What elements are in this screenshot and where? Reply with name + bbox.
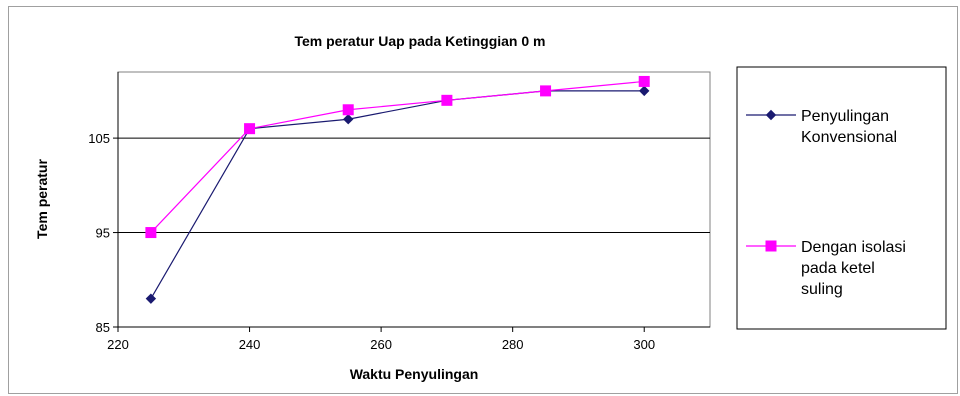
x-tick-label: 240 (239, 337, 261, 352)
legend: Penyulingan Konvensional Dengan isolasi pad… (736, 66, 947, 330)
x-tick-label: 260 (370, 337, 392, 352)
x-tick-label: 300 (633, 337, 655, 352)
legend-label-line: Dengan isolasi (801, 239, 906, 256)
x-tick-label: 220 (107, 337, 129, 352)
legend-label-line: pada ketel (801, 260, 875, 277)
data-point-series-1 (343, 114, 354, 125)
series-layer (145, 75, 650, 304)
data-point-series-2 (638, 75, 650, 87)
legend-marker-1 (765, 109, 777, 121)
plot-area (117, 71, 711, 328)
series-line-2 (150, 80, 645, 233)
data-point-series-2 (441, 94, 453, 106)
chart-frame (8, 6, 958, 394)
grid-lines (117, 72, 710, 328)
legend-label-line: Konvensional (801, 129, 897, 146)
chart-title: Tem peratur Uap pada Ketinggian 0 m (294, 33, 545, 49)
y-axis-title: Tem peratur (34, 159, 50, 239)
data-point-series-2 (540, 85, 552, 97)
x-tick-label: 280 (502, 337, 524, 352)
legend-label-1: Penyulingan Konvensional (801, 108, 897, 146)
y-tick-label: 95 (96, 226, 110, 241)
legend-marker-2 (765, 240, 777, 252)
data-point-series-1 (145, 293, 157, 304)
x-axis-title: Waktu Penyulingan (350, 366, 479, 382)
y-tick-label: 85 (96, 320, 110, 335)
x-axis-ticks: 220 240 260 280 300 (107, 327, 655, 352)
data-point-series-2 (244, 123, 256, 135)
data-point-series-2 (342, 104, 354, 116)
data-point-series-2 (145, 227, 157, 239)
y-tick-label: 105 (88, 131, 110, 146)
legend-label-2: Dengan isolasi pada ketel suling (801, 239, 906, 298)
legend-label-line: Penyulingan (801, 108, 889, 125)
y-axis-ticks: 85 95 105 (88, 131, 118, 335)
legend-label-line: suling (801, 281, 843, 298)
series-line-1 (150, 90, 645, 299)
data-point-series-1 (639, 85, 650, 97)
